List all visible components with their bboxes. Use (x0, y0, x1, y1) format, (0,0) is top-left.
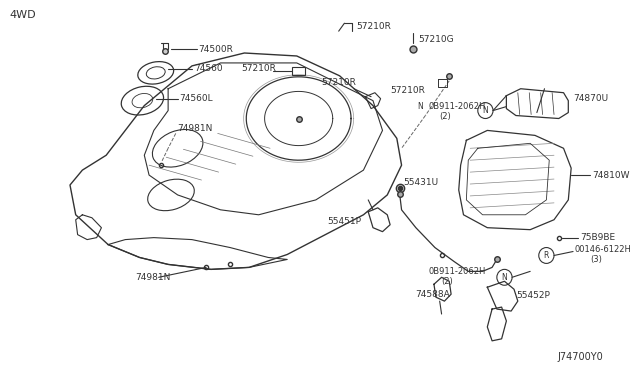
Text: N: N (483, 106, 488, 115)
Text: 57210R: 57210R (241, 64, 276, 73)
Text: 74981N: 74981N (135, 273, 170, 282)
Text: 55452P: 55452P (516, 291, 550, 300)
Text: R: R (544, 251, 549, 260)
Text: 57210R: 57210R (321, 78, 356, 87)
Text: 74588A: 74588A (415, 290, 450, 299)
Text: 00146-6122H: 00146-6122H (575, 245, 632, 254)
Text: 57210R: 57210R (356, 22, 390, 31)
Text: 0B911-2062H: 0B911-2062H (428, 102, 486, 111)
Text: (3): (3) (590, 255, 602, 264)
Text: 57210R: 57210R (390, 86, 426, 95)
Text: 55451P: 55451P (328, 217, 362, 226)
Text: 74560: 74560 (194, 64, 223, 73)
Text: 74981N: 74981N (178, 124, 213, 133)
Text: 55431U: 55431U (403, 177, 438, 186)
Text: 57210G: 57210G (419, 35, 454, 44)
Text: 4WD: 4WD (9, 10, 36, 20)
Text: 75B9BE: 75B9BE (580, 233, 615, 242)
Text: J74700Y0: J74700Y0 (558, 352, 604, 362)
Text: (2): (2) (440, 112, 451, 121)
Text: 74810W: 74810W (592, 171, 630, 180)
Bar (292, 67, 305, 75)
Text: (2): (2) (442, 277, 453, 286)
Text: N: N (502, 273, 508, 282)
Text: N: N (418, 102, 424, 111)
Text: 74560L: 74560L (180, 94, 213, 103)
Text: 74870U: 74870U (573, 94, 608, 103)
Text: 0B911-2062H: 0B911-2062H (428, 267, 486, 276)
Text: 74500R: 74500R (198, 45, 234, 54)
